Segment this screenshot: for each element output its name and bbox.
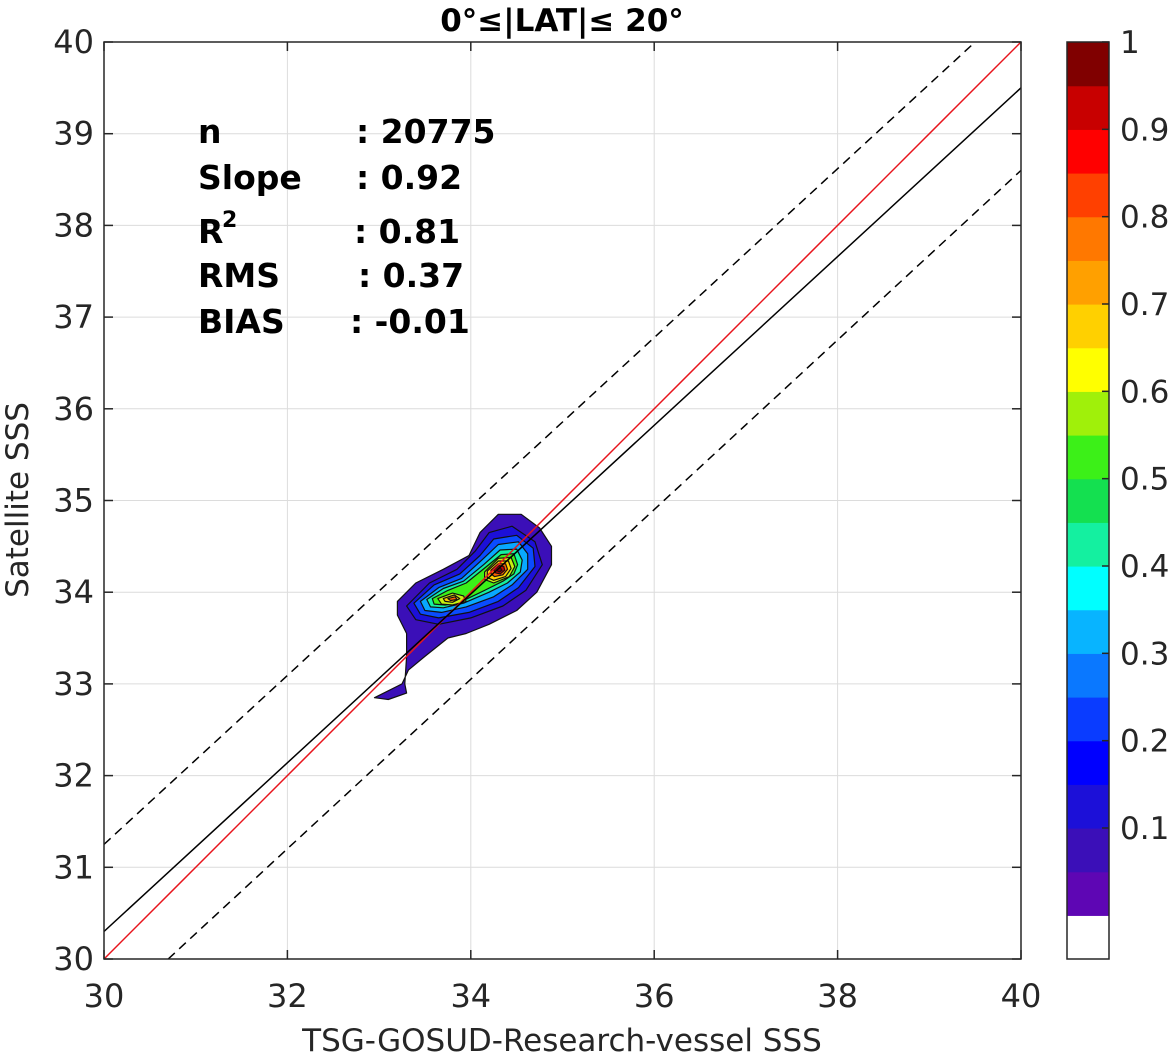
stat-rms-value: : 0.37 [358, 256, 464, 295]
colorbar-bin [1067, 915, 1109, 960]
y-tick-label: 32 [53, 757, 94, 795]
colorbar-bin [1067, 784, 1109, 829]
colorbar-bin [1067, 173, 1109, 218]
x-tick-label: 34 [450, 977, 491, 1015]
stat-bias-value: : -0.01 [350, 302, 470, 341]
colorbar-tick-label: 0.7 [1120, 287, 1169, 323]
colorbar-bin [1067, 129, 1109, 174]
colorbar-bin [1067, 42, 1109, 87]
contour-level-0-85 [447, 596, 458, 602]
stat-r2-label: R [198, 212, 223, 251]
y-tick-label: 40 [53, 23, 94, 61]
stat-r2-sup: 2 [222, 208, 237, 233]
colorbar-bin [1067, 566, 1109, 611]
colorbar-bin [1067, 304, 1109, 349]
regression-line [104, 87, 1021, 933]
stats-box: n : 20775 Slope : 0.92 R 2 : 0.81 RMS : … [198, 112, 496, 341]
axis-ticks: 30 32 34 36 38 40 30 31 32 33 34 35 36 37 38 39 40 [53, 23, 1041, 1015]
reference-lines [104, 42, 1021, 959]
y-tick-label: 31 [53, 848, 94, 886]
stat-bias-label: BIAS [198, 302, 285, 341]
y-tick-label: 33 [53, 665, 94, 703]
y-tick-label: 37 [53, 298, 94, 336]
chart-title: 0°≤|LAT|≤ 20° [440, 3, 684, 39]
colorbar-bin [1067, 740, 1109, 785]
y-tick-label: 34 [53, 573, 94, 611]
stat-n-value: : 20775 [356, 112, 496, 151]
colorbar-tick-label: 0.5 [1120, 462, 1169, 498]
upper-bound-line [104, 42, 976, 845]
colorbar-bin [1067, 609, 1109, 654]
colorbar-tick-label: 0.8 [1120, 200, 1169, 236]
colorbar-tick-label: 0.4 [1120, 549, 1169, 585]
x-tick-label: 32 [267, 977, 308, 1015]
colorbar-tick-label: 0.2 [1120, 724, 1169, 760]
x-tick-label: 36 [634, 977, 675, 1015]
y-tick-label: 38 [53, 206, 94, 244]
stat-n-label: n [198, 112, 222, 151]
colorbar-tick-label: 1 [1120, 25, 1140, 61]
colorbar-tick-label: 0.6 [1120, 374, 1169, 410]
x-axis-label: TSG-GOSUD-Research-vessel SSS [301, 1023, 822, 1055]
stat-slope-value: : 0.92 [356, 158, 462, 197]
stat-r2-value: : 0.81 [354, 212, 460, 251]
y-tick-label: 39 [53, 115, 94, 153]
y-tick-label: 30 [53, 940, 94, 978]
colorbar-bin [1067, 347, 1109, 392]
colorbar-bin [1067, 828, 1109, 873]
colorbar-bin [1067, 260, 1109, 305]
colorbar-bin [1067, 85, 1109, 130]
y-axis-label: Satellite SSS [0, 402, 36, 598]
colorbar-bin [1067, 478, 1109, 523]
colorbar-bin [1067, 391, 1109, 436]
x-tick-label: 30 [84, 977, 125, 1015]
stat-rms-label: RMS [198, 256, 280, 295]
colorbar-frame [1066, 41, 1110, 960]
y-tick-label: 36 [53, 390, 94, 428]
colorbar-tick-label: 0.1 [1120, 811, 1169, 847]
lower-bound-line [167, 169, 1021, 959]
colorbar-bin [1067, 216, 1109, 261]
colorbar-bin [1067, 522, 1109, 567]
identity-line [104, 42, 1021, 959]
colorbar-bin [1067, 653, 1109, 698]
y-tick-label: 35 [53, 482, 94, 520]
x-tick-label: 38 [817, 977, 858, 1015]
colorbar-tick-label: 0.3 [1120, 636, 1169, 672]
colorbar-bin [1067, 697, 1109, 742]
stat-slope-label: Slope [198, 158, 302, 197]
colorbar: 0.1 0.2 0.3 0.4 0.5 0.6 0.7 0.8 0.9 1 [1066, 25, 1169, 960]
x-tick-label: 40 [1001, 977, 1042, 1015]
colorbar-bin [1067, 435, 1109, 480]
grid-lines [103, 41, 1022, 960]
colorbar-tick-label: 0.9 [1120, 112, 1169, 148]
colorbar-bin [1067, 871, 1109, 916]
